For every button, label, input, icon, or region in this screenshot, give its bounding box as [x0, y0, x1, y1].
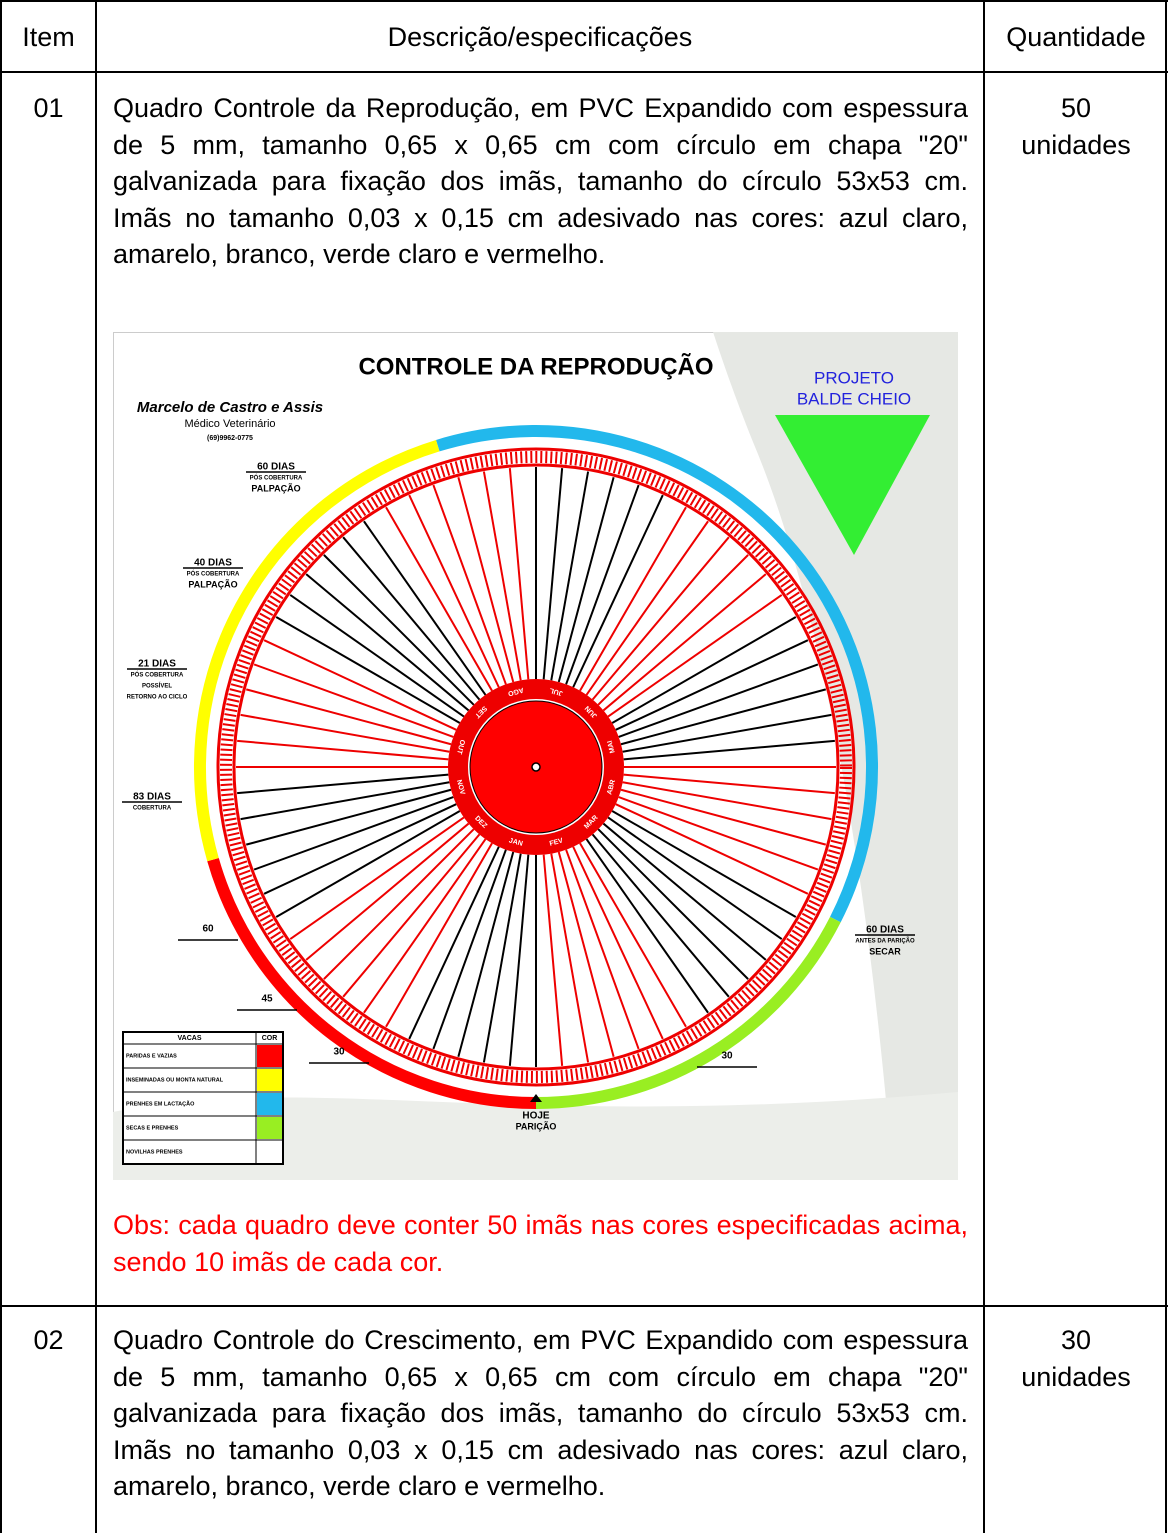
marker-label: 83 DIAS [133, 792, 171, 803]
marker-label: HOJE [522, 1111, 550, 1122]
legend-swatch [257, 1117, 282, 1139]
legend-label: SECAS E PRENHES [126, 1125, 179, 1131]
note: Obs: cada quadro deve conter 50 imãs nas… [113, 1207, 968, 1280]
marker-label: PARIÇÃO [516, 1121, 557, 1131]
legend-swatch [257, 1141, 282, 1163]
logo-text: PROJETO [814, 368, 894, 387]
marker-label: ANTES DA PARIÇÃO [855, 938, 915, 945]
hub-pin [532, 763, 540, 771]
quantity-unit: unidades [985, 1359, 1167, 1396]
rule [0, 1305, 1168, 1307]
legend-label: PARIDAS E VAZIAS [126, 1053, 177, 1059]
legend-swatch [257, 1093, 282, 1115]
phone: (69)9962-0775 [207, 435, 253, 442]
marker-label: POSSÍVEL [142, 682, 172, 690]
marker-label: PÓS COBERTURA [187, 570, 240, 578]
item-number: 01 [2, 90, 95, 127]
legend-header: COR [262, 1035, 278, 1042]
quantity-number: 30 [985, 1322, 1167, 1359]
marker-label: 21 DIAS [138, 659, 176, 670]
rule [95, 0, 97, 1533]
quantity-number: 50 [985, 90, 1167, 127]
legend-label: PRENHES EM LACTAÇÃO [126, 1100, 195, 1107]
item-number: 02 [2, 1322, 95, 1359]
profession: Médico Veterinário [184, 418, 275, 430]
header-cell: Quantidade [985, 22, 1167, 53]
header-cell: Descrição/especificações [97, 22, 983, 53]
rule [1165, 0, 1167, 1533]
marker-label: 40 DIAS [194, 558, 232, 569]
quantity: 30 unidades [985, 1322, 1167, 1395]
figure-title: CONTROLE DA REPRODUÇÃO [358, 352, 713, 380]
header-cell: Item [2, 22, 95, 53]
marker-label: 60 DIAS [866, 925, 904, 936]
rule [0, 0, 2, 1533]
marker-label: PALPAÇÃO [188, 579, 237, 589]
quantity-unit: unidades [985, 127, 1167, 164]
legend-header: VACAS [178, 1035, 202, 1042]
marker-label: PÓS COBERTURA [131, 671, 184, 679]
author: Marcelo de Castro e Assis [137, 399, 323, 416]
rule [983, 0, 985, 1533]
marker-label: 30 [333, 1047, 345, 1058]
marker-label: PALPAÇÃO [251, 483, 300, 493]
marker-label: RETORNO AO CICLO [127, 695, 188, 701]
legend: VACAS COR PARIDAS E VAZIAS INSEMINADAS OU M… [123, 1032, 283, 1164]
description: Quadro Controle do Crescimento, em PVC E… [113, 1322, 968, 1505]
legend-label: INSEMINADAS OU MONTA NATURAL [126, 1077, 224, 1083]
marker-label: PÓS COBERTURA [250, 474, 303, 482]
legend-swatch [257, 1045, 282, 1067]
marker-label: 30 [721, 1051, 733, 1062]
legend-swatch [257, 1069, 282, 1091]
logo-text: BALDE CHEIO [797, 389, 911, 408]
quantity: 50 unidades [985, 90, 1167, 163]
marker-label: COBERTURA [133, 806, 172, 812]
board-figure: CONTROLE DA REPRODUÇÃO Marcelo de Castro… [113, 332, 958, 1180]
description: Quadro Controle da Reprodução, em PVC Ex… [113, 90, 968, 273]
marker-label: 45 [261, 994, 273, 1005]
marker-label: 60 DIAS [257, 462, 295, 473]
page: Item Descrição/especificações Quantidade… [0, 0, 1168, 1533]
legend-label: NOVILHAS PRENHES [126, 1149, 183, 1155]
marker-label: SECAR [869, 946, 901, 956]
rule [0, 71, 1168, 73]
rule [0, 0, 1168, 2]
marker-label: 60 [202, 924, 214, 935]
